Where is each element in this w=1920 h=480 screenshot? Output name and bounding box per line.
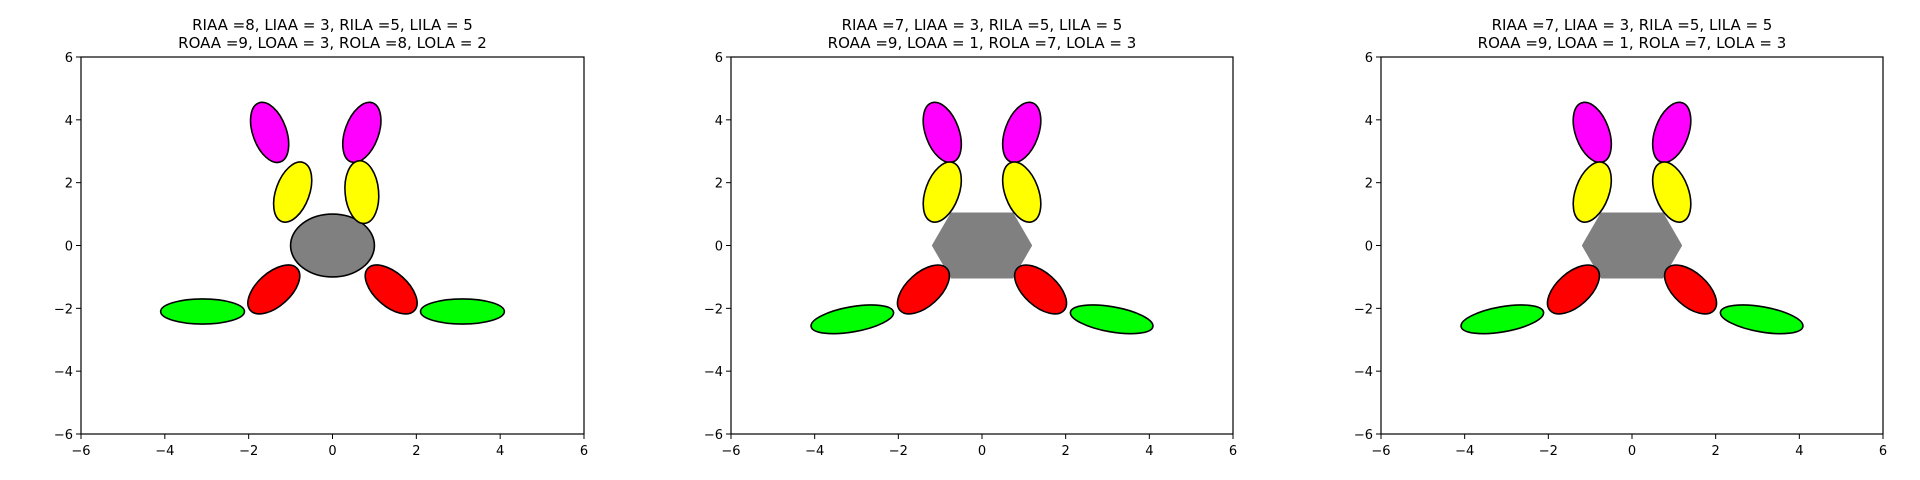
x-tick-label: 0: [1628, 444, 1636, 459]
panel-title-line: RIAA =8, LIAA = 3, RILA =5, LILA = 5: [192, 16, 473, 34]
limb-left-outer-upper: [1546, 264, 1601, 315]
x-tick-label: 6: [1879, 444, 1887, 459]
y-tick-label: 2: [1365, 177, 1373, 192]
limb-left-outer-lower: [159, 298, 246, 325]
x-tick-label: 6: [580, 444, 588, 459]
panel-title-line: RIAA =7, LIAA = 3, RILA =5, LILA = 5: [1492, 16, 1773, 34]
x-tick-label: −2: [239, 444, 258, 459]
limb-left-outer-lower: [810, 304, 895, 335]
x-tick-label: 4: [1145, 444, 1153, 459]
panel-1: RIAA =8, LIAA = 3, RILA =5, LILA = 5ROAA…: [54, 16, 588, 459]
limb-right-inner-upper: [341, 101, 382, 164]
body-hexagon: [1581, 212, 1683, 279]
limb-left-inner-upper: [249, 101, 290, 164]
y-tick-label: 4: [65, 114, 73, 129]
limb-right-outer-lower: [1069, 304, 1154, 335]
limb-right-inner-upper: [1651, 101, 1692, 164]
body-ellipse: [289, 213, 376, 278]
limb-left-outer-upper: [247, 264, 301, 315]
limb-right-outer-upper: [1013, 264, 1068, 315]
y-tick-label: 2: [715, 177, 723, 192]
limb-right-inner-lower: [344, 159, 380, 225]
panel-title-line: ROAA =9, LOAA = 1, ROLA =7, LOLA = 3: [828, 34, 1137, 52]
x-tick-label: −4: [805, 444, 824, 459]
x-tick-label: −6: [1371, 444, 1390, 459]
x-tick-label: 0: [328, 444, 336, 459]
limb-left-inner-upper: [922, 101, 963, 164]
y-tick-label: −2: [54, 302, 73, 317]
panel-title-line: ROAA =9, LOAA = 3, ROLA =8, LOLA = 2: [178, 34, 487, 52]
y-tick-label: −4: [54, 365, 73, 380]
y-tick-label: −6: [1354, 428, 1373, 443]
limb-left-inner-upper: [1572, 101, 1613, 164]
x-tick-label: 4: [496, 444, 504, 459]
limb-right-inner-lower: [1651, 161, 1692, 223]
x-tick-label: −2: [889, 444, 908, 459]
body-hexagon: [931, 212, 1033, 279]
y-tick-label: 0: [65, 240, 73, 255]
x-tick-label: 0: [978, 444, 986, 459]
y-tick-label: −2: [1354, 302, 1373, 317]
limb-right-outer-lower: [419, 298, 506, 325]
x-tick-label: 2: [1062, 444, 1070, 459]
limb-right-inner-upper: [1001, 101, 1042, 164]
limb-right-inner-lower: [1001, 161, 1042, 223]
y-tick-label: 6: [715, 51, 723, 66]
limb-left-inner-lower: [272, 161, 313, 223]
y-tick-label: −6: [704, 428, 723, 443]
y-tick-label: 4: [1365, 114, 1373, 129]
panel-3: RIAA =7, LIAA = 3, RILA =5, LILA = 5ROAA…: [1354, 16, 1887, 459]
y-tick-label: 4: [715, 114, 723, 129]
x-tick-label: −6: [721, 444, 740, 459]
x-tick-label: −2: [1539, 444, 1558, 459]
y-tick-label: 6: [1365, 51, 1373, 66]
x-tick-label: 2: [1712, 444, 1720, 459]
y-tick-label: 2: [65, 177, 73, 192]
y-tick-label: 6: [65, 51, 73, 66]
panel-title-line: ROAA =9, LOAA = 1, ROLA =7, LOLA = 3: [1478, 34, 1787, 52]
y-tick-label: 0: [1365, 240, 1373, 255]
panel-2: RIAA =7, LIAA = 3, RILA =5, LILA = 5ROAA…: [704, 16, 1237, 459]
y-tick-label: 0: [715, 240, 723, 255]
y-tick-label: −2: [704, 302, 723, 317]
y-tick-label: −6: [54, 428, 73, 443]
limb-left-outer-upper: [896, 264, 951, 315]
limb-left-outer-lower: [1460, 304, 1545, 335]
y-tick-label: −4: [704, 365, 723, 380]
panel-title-line: RIAA =7, LIAA = 3, RILA =5, LILA = 5: [842, 16, 1123, 34]
x-tick-label: −4: [155, 444, 174, 459]
limb-right-outer-upper: [1663, 264, 1718, 315]
x-tick-label: −4: [1455, 444, 1474, 459]
x-tick-label: 2: [412, 444, 420, 459]
x-tick-label: −6: [71, 444, 90, 459]
limb-right-outer-lower: [1719, 304, 1804, 335]
y-tick-label: −4: [1354, 365, 1373, 380]
limb-left-inner-lower: [1572, 161, 1613, 223]
x-tick-label: 4: [1795, 444, 1803, 459]
limb-left-inner-lower: [922, 161, 963, 223]
x-tick-label: 6: [1229, 444, 1237, 459]
limb-right-outer-upper: [364, 264, 418, 315]
